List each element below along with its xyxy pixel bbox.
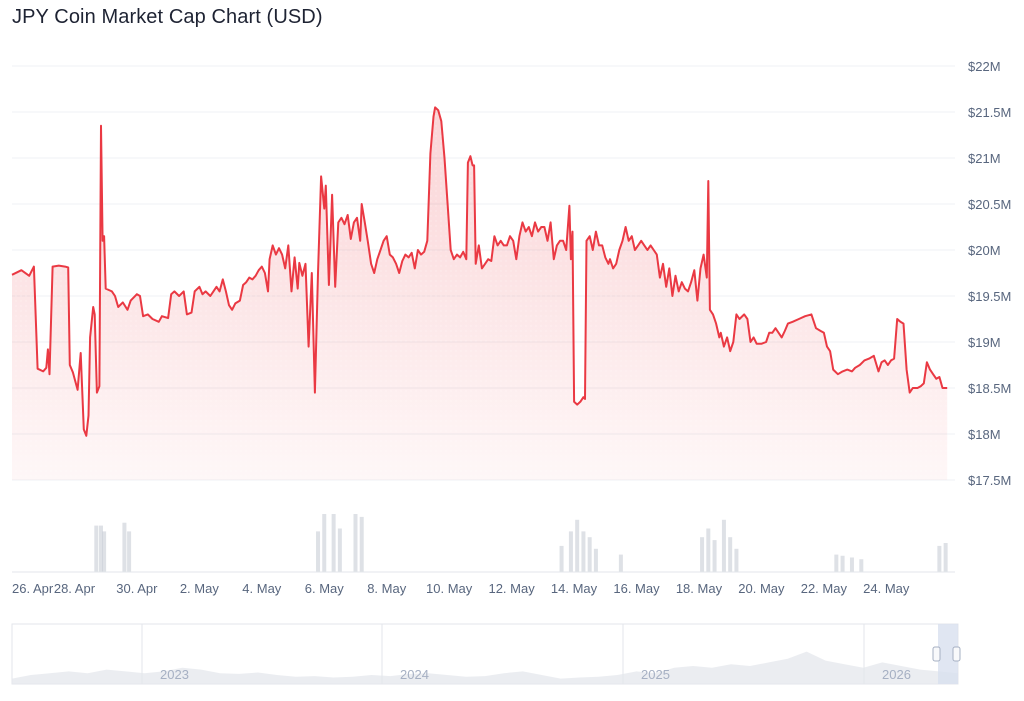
navigator-handle[interactable] — [952, 646, 961, 662]
navigator-area — [12, 651, 958, 684]
x-tick-label: 26. Apr — [12, 581, 54, 596]
volume-bar — [322, 514, 327, 572]
x-tick-label: 12. May — [488, 581, 535, 596]
navigator-handle[interactable] — [932, 646, 941, 662]
x-tick-label: 14. May — [551, 581, 598, 596]
y-axis: $22M $21.5M $21M $20.5M $20M $19.5M $19M $18.5M… — [968, 59, 1011, 488]
x-axis: 26. Apr 28. Apr 30. Apr 2. May 4. May 6. May 8… — [12, 581, 910, 596]
range-navigator: 2023 2024 2025 2026 — [11, 623, 961, 685]
y-tick-label: $21.5M — [968, 105, 1011, 120]
x-tick-label: 16. May — [613, 581, 660, 596]
price-area — [12, 107, 948, 481]
y-tick-label: $18M — [968, 427, 1001, 442]
y-tick-label: $22M — [968, 59, 1001, 74]
x-tick-label: 6. May — [305, 581, 345, 596]
price-area-texture — [12, 107, 948, 481]
volume-bar — [728, 537, 733, 572]
navigator-year-label: 2023 — [160, 667, 189, 682]
price-line — [11, 106, 948, 437]
volume-bar — [593, 548, 598, 572]
volume-bar — [102, 531, 107, 572]
volume-bar — [849, 557, 854, 572]
navigator-year-label: 2024 — [400, 667, 429, 682]
chart-title: JPY Coin Market Cap Chart (USD) — [12, 6, 323, 28]
volume-bar — [581, 531, 586, 572]
x-tick-label: 22. May — [801, 581, 848, 596]
y-tick-label: $20M — [968, 243, 1001, 258]
x-tick-label: 20. May — [738, 581, 785, 596]
volume-bar — [353, 514, 358, 572]
x-tick-label: 30. Apr — [116, 581, 158, 596]
volume-bar — [618, 554, 623, 572]
x-tick-label: 2. May — [180, 581, 220, 596]
volume-bar — [331, 514, 336, 572]
volume-bars — [12, 514, 955, 573]
volume-bar — [568, 531, 573, 572]
volume-bar — [127, 531, 132, 572]
y-tick-label: $19.5M — [968, 289, 1011, 304]
x-tick-label: 10. May — [426, 581, 473, 596]
volume-bar — [94, 525, 99, 572]
x-tick-label: 8. May — [367, 581, 407, 596]
x-tick-label: 24. May — [863, 581, 910, 596]
volume-bar — [700, 537, 705, 572]
y-tick-label: $18.5M — [968, 381, 1011, 396]
volume-bar — [575, 519, 580, 572]
volume-bar — [712, 540, 717, 572]
x-tick-label: 18. May — [676, 581, 723, 596]
volume-bar — [840, 555, 845, 572]
navigator-window[interactable] — [938, 624, 958, 684]
volume-bar — [359, 516, 364, 572]
volume-bar — [559, 545, 564, 572]
volume-bar — [943, 543, 948, 572]
navigator-year-label: 2026 — [882, 667, 911, 682]
x-tick-label: 28. Apr — [54, 581, 96, 596]
volume-bar — [859, 559, 864, 572]
navigator-year-label: 2025 — [641, 667, 670, 682]
y-tick-label: $20.5M — [968, 197, 1011, 212]
volume-bar — [937, 545, 942, 572]
x-tick-label: 4. May — [242, 581, 282, 596]
y-tick-label: $17.5M — [968, 473, 1011, 488]
volume-bar — [122, 522, 127, 572]
volume-bar — [98, 525, 103, 572]
volume-bar — [721, 519, 726, 572]
volume-bar — [587, 537, 592, 572]
volume-bar — [734, 548, 739, 572]
volume-bar — [316, 531, 321, 572]
y-tick-label: $19M — [968, 335, 1001, 350]
volume-bar — [337, 528, 342, 572]
volume-bar — [834, 554, 839, 572]
price-line-path — [11, 106, 948, 437]
y-tick-label: $21M — [968, 151, 1001, 166]
volume-bar — [706, 528, 711, 572]
